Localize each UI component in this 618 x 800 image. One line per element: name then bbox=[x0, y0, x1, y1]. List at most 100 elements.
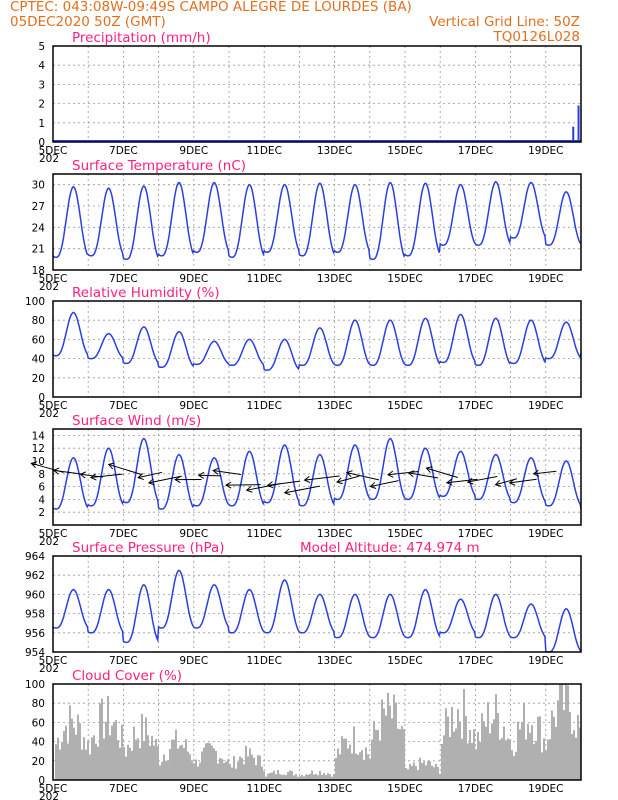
x-tick-label: 7DEC bbox=[109, 145, 138, 157]
x-tick-label: 7DEC bbox=[109, 400, 138, 412]
wind-arrow-head bbox=[494, 480, 502, 487]
cloud-bar bbox=[215, 750, 217, 780]
cloud-bar bbox=[279, 774, 281, 780]
y-tick-label: 40 bbox=[32, 354, 45, 366]
y-tick-label: 60 bbox=[32, 334, 45, 346]
y-tick-label: 14 bbox=[32, 430, 46, 442]
cloud-bar bbox=[517, 721, 519, 780]
wind-arrow-head bbox=[532, 469, 540, 477]
cloud-bar bbox=[367, 754, 369, 780]
cloud-bar bbox=[87, 740, 89, 780]
cloud-bar bbox=[505, 740, 507, 780]
x-tick-label: 9DEC bbox=[179, 273, 208, 285]
cloud-bar bbox=[321, 774, 323, 780]
cloud-bar bbox=[429, 761, 431, 780]
x-tick-label: 11DEC bbox=[246, 655, 281, 667]
cloud-bar bbox=[397, 728, 399, 780]
cloud-bar bbox=[263, 771, 265, 780]
wind-arrow-head bbox=[266, 481, 274, 489]
cloud-bar bbox=[187, 751, 189, 780]
cloud-bar bbox=[523, 702, 525, 780]
cloud-bar bbox=[55, 744, 57, 780]
cloud-bar bbox=[465, 716, 467, 780]
cloud-bar bbox=[71, 718, 73, 780]
x-tick-label: 5DEC bbox=[39, 655, 68, 667]
cloud-bar bbox=[381, 699, 383, 780]
cloud-bar bbox=[461, 738, 463, 780]
cloud-bar bbox=[319, 771, 321, 780]
panel-5: 954 956 958 960 962 964 5DEC 7DEC 9DEC 11DEC 13DEC… bbox=[25, 540, 582, 675]
cloud-bar bbox=[423, 761, 425, 780]
cloud-bar bbox=[409, 763, 411, 780]
x-year-stub: 202 bbox=[39, 663, 59, 675]
y-tick-label: 962 bbox=[25, 570, 45, 582]
cloud-bar bbox=[417, 769, 419, 780]
x-tick-label: 17DEC bbox=[458, 655, 493, 667]
cloud-bar bbox=[355, 753, 357, 780]
cloud-bar bbox=[185, 739, 187, 780]
cloud-bar bbox=[223, 762, 225, 780]
cloud-bar bbox=[575, 737, 577, 780]
x-tick-label: 15DEC bbox=[387, 400, 422, 412]
x-tick-label: 7DEC bbox=[109, 655, 138, 667]
cloud-bar bbox=[467, 743, 469, 780]
cloud-bar bbox=[269, 773, 271, 780]
cloud-bar bbox=[387, 692, 389, 780]
cloud-bar bbox=[225, 761, 227, 780]
cloud-bar bbox=[207, 742, 209, 780]
cloud-bar bbox=[79, 723, 81, 780]
cloud-bar bbox=[255, 765, 257, 780]
x-tick-label: 15DEC bbox=[387, 145, 422, 157]
y-tick-label: 21 bbox=[32, 244, 45, 256]
cloud-bar bbox=[161, 761, 163, 780]
cloud-bar bbox=[485, 726, 487, 780]
cloud-bar bbox=[101, 698, 103, 780]
cloud-bar bbox=[179, 745, 181, 780]
cloud-bar bbox=[311, 770, 313, 780]
cloud-bar bbox=[443, 735, 445, 780]
cloud-bar bbox=[197, 766, 199, 780]
wind-arrow-head bbox=[225, 481, 232, 489]
cloud-bar bbox=[559, 684, 561, 780]
wind-arrow-head bbox=[387, 470, 394, 478]
wind-arrow bbox=[446, 478, 478, 484]
y-tick-label: 100 bbox=[25, 679, 45, 691]
y-tick-label: 0 bbox=[38, 392, 45, 404]
cloud-bar bbox=[195, 759, 197, 780]
panel-frame bbox=[52, 555, 582, 653]
cloud-bar bbox=[135, 739, 137, 780]
cloud-bar bbox=[563, 710, 565, 780]
cloud-bar bbox=[253, 757, 255, 780]
cloud-bar bbox=[359, 752, 361, 780]
cloud-bar bbox=[411, 765, 413, 780]
cloud-bar bbox=[577, 715, 579, 780]
cloud-bar bbox=[57, 737, 59, 780]
cloud-bar bbox=[537, 716, 539, 780]
cloud-bar bbox=[167, 760, 169, 780]
cloud-bar bbox=[507, 738, 509, 780]
x-tick-label: 11DEC bbox=[246, 145, 281, 157]
cloud-bar bbox=[335, 757, 337, 780]
cloud-bar bbox=[441, 743, 443, 780]
y-tick-label: 10 bbox=[32, 456, 45, 468]
cloud-bar bbox=[89, 754, 91, 780]
x-tick-label: 19DEC bbox=[528, 783, 563, 795]
cloud-bar bbox=[515, 751, 517, 780]
cloud-bar bbox=[483, 721, 485, 780]
x-tick-label: 17DEC bbox=[458, 400, 493, 412]
cloud-bar bbox=[353, 726, 355, 780]
cloud-bar bbox=[131, 750, 133, 780]
cloud-bar bbox=[499, 739, 501, 780]
cloud-bar bbox=[533, 743, 535, 780]
x-tick-label: 15DEC bbox=[387, 783, 422, 795]
cloud-bar bbox=[431, 765, 433, 780]
panel-2: 18 21 24 27 30 5DEC 7DEC 9DEC 11DEC 13DEC 15DEC 17D… bbox=[32, 158, 582, 293]
cloud-bar bbox=[393, 694, 395, 780]
cloud-bar bbox=[531, 725, 533, 780]
cloud-bar bbox=[219, 758, 221, 780]
cloud-bar bbox=[145, 717, 147, 780]
cloud-bar bbox=[463, 688, 465, 780]
cloud-bar bbox=[139, 748, 141, 780]
